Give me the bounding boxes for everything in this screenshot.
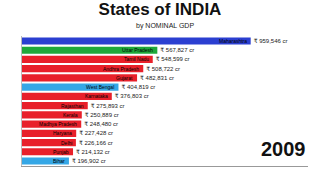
svg-text:₹ 548,599 cr: ₹ 548,599 cr <box>156 56 190 62</box>
svg-text:₹ 567,827 cr: ₹ 567,827 cr <box>160 47 194 53</box>
svg-text:Gujarat: Gujarat <box>116 75 133 81</box>
svg-text:States of INDIA: States of INDIA <box>99 0 222 19</box>
svg-text:₹ 226,166 cr: ₹ 226,166 cr <box>79 140 113 146</box>
svg-text:Andhra Pradesh: Andhra Pradesh <box>103 66 139 72</box>
svg-text:Uttar Pradesh: Uttar Pradesh <box>122 47 153 53</box>
svg-text:Bihar: Bihar <box>53 158 65 164</box>
svg-text:Delhi: Delhi <box>61 140 72 146</box>
svg-text:Punjab: Punjab <box>53 149 69 155</box>
svg-text:₹ 482,831 cr: ₹ 482,831 cr <box>140 75 174 81</box>
svg-text:Maharashtra: Maharashtra <box>219 38 247 44</box>
svg-text:₹ 508,722 cr: ₹ 508,722 cr <box>146 66 180 72</box>
svg-text:₹ 404,819 cr: ₹ 404,819 cr <box>121 84 155 90</box>
svg-text:₹ 214,132 cr: ₹ 214,132 cr <box>76 149 110 155</box>
svg-text:by NOMINAL GDP: by NOMINAL GDP <box>136 22 194 30</box>
svg-text:West Bengal: West Bengal <box>86 84 114 90</box>
svg-text:2009: 2009 <box>261 138 306 160</box>
svg-text:Madhya Pradesh: Madhya Pradesh <box>39 121 77 127</box>
svg-text:₹ 227,428 cr: ₹ 227,428 cr <box>79 130 113 136</box>
svg-text:Haryana: Haryana <box>53 130 72 136</box>
svg-text:₹ 196,902 cr: ₹ 196,902 cr <box>72 158 106 164</box>
svg-text:Rajasthan: Rajasthan <box>61 103 84 109</box>
svg-text:₹ 248,480 cr: ₹ 248,480 cr <box>84 121 118 127</box>
svg-text:Karnataka: Karnataka <box>85 93 108 99</box>
svg-text:₹ 250,889 cr: ₹ 250,889 cr <box>85 112 119 118</box>
svg-text:₹ 275,893 cr: ₹ 275,893 cr <box>91 103 125 109</box>
svg-text:₹ 959,546 cr: ₹ 959,546 cr <box>254 38 288 44</box>
svg-text:₹ 376,803 cr: ₹ 376,803 cr <box>115 93 149 99</box>
svg-text:Kerala: Kerala <box>63 112 78 118</box>
svg-text:Tamil Nadu: Tamil Nadu <box>124 56 149 62</box>
